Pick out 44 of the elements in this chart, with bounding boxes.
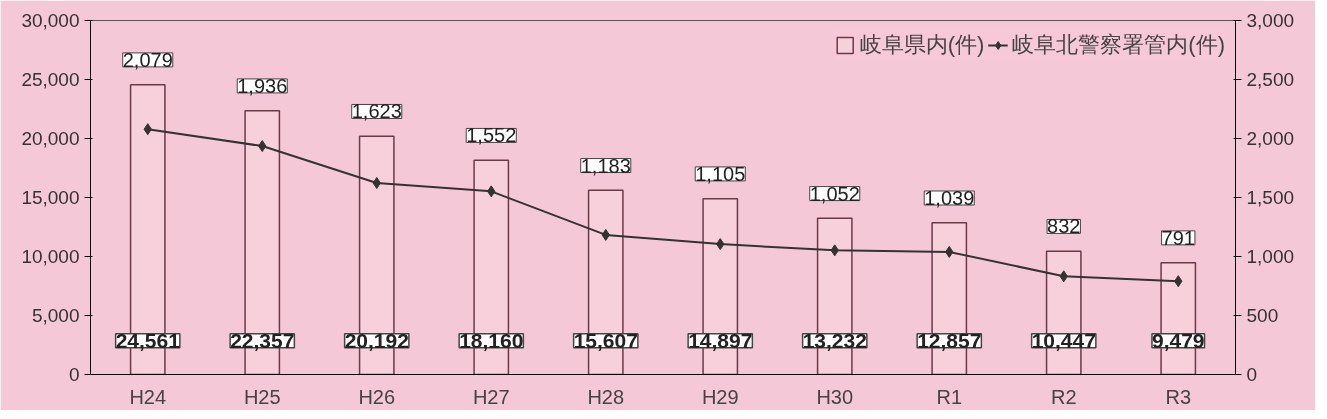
y-tick-label: 0	[68, 364, 80, 385]
x-tick-label: H26	[358, 385, 396, 408]
y2-tick-label: 2,000	[1246, 128, 1295, 149]
x-tick-label: H30	[816, 385, 854, 408]
data-label: 20,192	[344, 328, 409, 352]
data-label: 18,160	[459, 328, 524, 352]
data-label: 1,552	[466, 124, 517, 147]
data-label: 12,857	[917, 328, 982, 352]
y2-tick-label: 1,000	[1246, 246, 1295, 267]
y2-tick-label: 3,000	[1246, 10, 1295, 31]
y2-tick-label: 500	[1246, 305, 1279, 326]
y2-tick-label: 0	[1246, 364, 1258, 385]
data-label: 1,623	[351, 100, 402, 123]
data-label: 2,079	[122, 48, 173, 71]
y-tick-label: 15,000	[21, 187, 80, 208]
data-label: 14,897	[688, 328, 753, 352]
y-tick-label: 10,000	[21, 246, 80, 267]
data-label: 1,936	[237, 74, 288, 97]
y-tick-label: 25,000	[21, 69, 80, 90]
data-label: 15,607	[573, 328, 638, 352]
x-tick-label: H27	[472, 385, 510, 408]
legend-label: 岐阜北警察署管内(件)	[1012, 31, 1225, 59]
y-tick-label: 5,000	[31, 305, 80, 326]
x-tick-label: R2	[1050, 385, 1077, 408]
x-tick-label: H28	[587, 385, 625, 408]
data-label: 1,183	[580, 154, 631, 177]
y-tick-label: 20,000	[21, 128, 80, 149]
y-tick-label: 30,000	[21, 10, 80, 31]
x-tick-label: R3	[1165, 385, 1192, 408]
data-label: 13,232	[802, 328, 867, 352]
y2-tick-label: 2,500	[1246, 69, 1295, 90]
data-label: 1,105	[695, 162, 746, 185]
x-tick-label: R1	[936, 385, 963, 408]
data-label: 22,357	[230, 328, 295, 352]
x-tick-label: H24	[129, 385, 167, 408]
data-label: 791	[1161, 226, 1195, 249]
x-tick-label: H29	[701, 385, 739, 408]
x-tick-label: H25	[243, 385, 281, 408]
data-label: 1,052	[809, 182, 860, 205]
data-label: 832	[1047, 215, 1081, 238]
data-label: 1,039	[924, 187, 975, 210]
data-label: 10,447	[1031, 328, 1096, 352]
legend-label: 岐阜県内(件)	[859, 31, 985, 59]
y2-tick-label: 1,500	[1246, 187, 1295, 208]
